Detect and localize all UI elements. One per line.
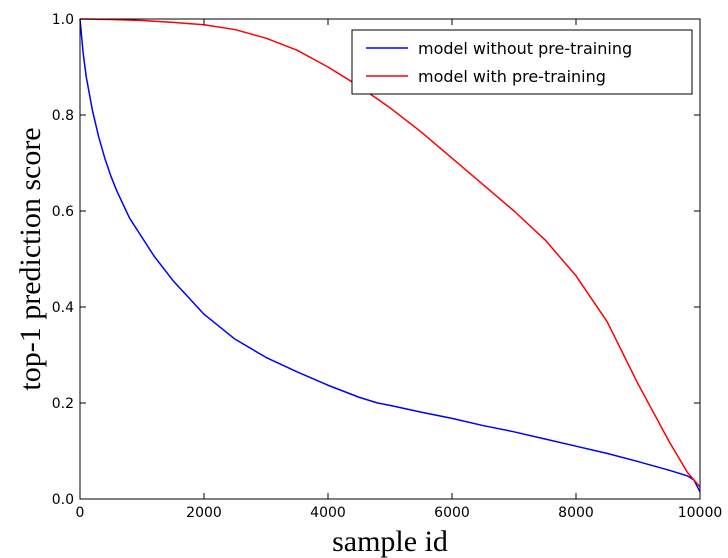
y-tick-label: 0.8 — [52, 108, 74, 124]
legend-label-without-pretraining: model without pre-training — [418, 39, 632, 58]
x-axis-title: sample id — [332, 525, 448, 558]
legend: model without pre-training model with pr… — [351, 29, 693, 95]
series-line-with-pretraining — [79, 18, 701, 488]
x-tick-label: 6000 — [434, 505, 470, 521]
y-tick-label: 0.4 — [52, 300, 74, 316]
x-tick-label: 4000 — [310, 505, 346, 521]
x-tick-label: 10000 — [678, 505, 723, 521]
y-tick-label: 0.2 — [52, 396, 74, 412]
y-axis-title: top-1 prediction score — [14, 127, 47, 390]
y-tick-label: 0.0 — [52, 492, 74, 508]
series-lines — [79, 18, 701, 493]
series-line-without-pretraining — [79, 18, 701, 493]
x-tick-label: 8000 — [558, 505, 594, 521]
plot-frame — [79, 18, 701, 500]
x-tick-label: 2000 — [186, 505, 222, 521]
legend-label-with-pretraining: model with pre-training — [418, 67, 606, 86]
tick-labels: 0 2000 4000 6000 8000 10000 0.0 0.2 0.4 0.6 0.8 1.0 — [52, 12, 723, 521]
y-tick-label: 0.6 — [52, 204, 74, 220]
y-tick-label: 1.0 — [52, 12, 74, 28]
legend-box — [351, 29, 693, 95]
x-tick-label: 0 — [76, 505, 85, 521]
